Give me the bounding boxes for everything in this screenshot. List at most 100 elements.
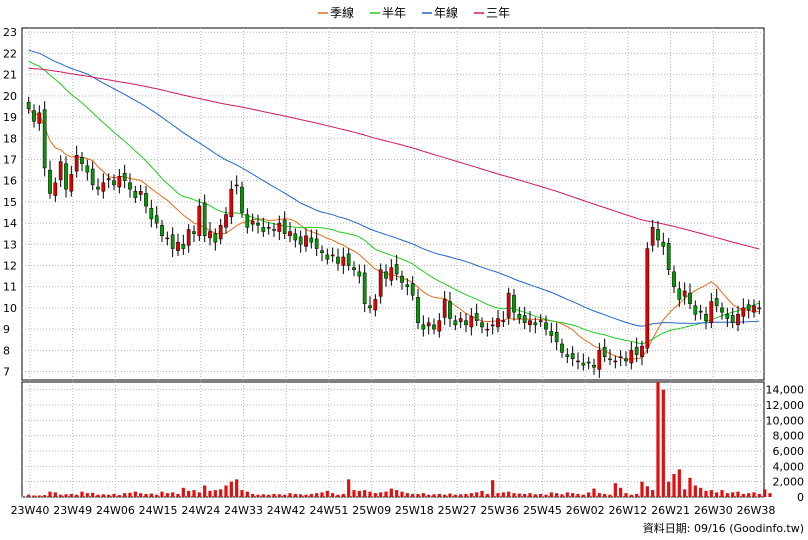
candle-body	[266, 227, 271, 229]
candle-body	[469, 316, 474, 328]
x-tick-label: 23W49	[53, 504, 92, 517]
price-tick-label: 10	[3, 302, 17, 315]
volume-bar	[219, 489, 223, 497]
candle-body	[58, 161, 63, 180]
volume-bar	[384, 491, 388, 497]
volume-bar	[48, 491, 52, 497]
candle-body	[608, 358, 612, 361]
volume-bar	[443, 494, 447, 497]
candle-body	[122, 173, 127, 181]
volume-tick-label: 2,000	[773, 476, 805, 489]
volume-bar	[288, 493, 292, 497]
candle-body	[538, 320, 543, 322]
x-axis: 23W40 23W49 24W06 24W15 24W24 24W33 24W42 24W51…	[11, 504, 776, 517]
volume-bar	[507, 491, 511, 497]
candle-body	[389, 267, 394, 281]
price-tick-label: 20	[3, 90, 17, 103]
candle-body	[53, 182, 58, 196]
x-tick-label: 25W45	[523, 504, 562, 517]
volume-bar	[405, 493, 409, 497]
candle-body	[101, 182, 106, 192]
volume-tick-label: 6,000	[773, 445, 805, 458]
candle-body	[176, 241, 180, 251]
legend-label: 三年	[486, 6, 510, 20]
candle-body	[208, 231, 212, 239]
candle-body	[170, 234, 175, 249]
candle-body	[560, 343, 564, 353]
candle-body	[677, 288, 682, 300]
candle-body	[357, 271, 362, 277]
candle-body	[346, 253, 351, 266]
volume-bar	[299, 494, 303, 497]
candle-body	[554, 332, 559, 343]
volume-bar	[421, 493, 425, 497]
volume-bar	[144, 493, 148, 497]
volume-bar	[581, 494, 585, 497]
volume-tick-label: 0	[797, 491, 804, 504]
candle-body	[298, 236, 303, 245]
volume-tick-label: 14,000	[766, 384, 805, 397]
volume-bar	[432, 494, 436, 497]
volume-bar	[352, 490, 356, 497]
volume-bar	[731, 492, 735, 497]
candle-body	[106, 178, 111, 180]
candle-body	[693, 305, 698, 315]
candle-body	[528, 320, 532, 326]
volume-bar	[549, 492, 553, 497]
candle-body	[426, 322, 431, 327]
candle-body	[725, 314, 730, 319]
volume-bar	[592, 488, 596, 497]
x-tick-label: 23W40	[11, 504, 50, 517]
candles	[26, 96, 762, 378]
volume-bar	[427, 494, 431, 497]
candle-body	[362, 272, 367, 304]
volume-bar	[485, 493, 489, 497]
candle-body	[197, 205, 202, 237]
volume-bar	[229, 481, 233, 497]
candle-body	[464, 320, 468, 326]
price-tick-label: 22	[3, 47, 17, 60]
candle-body	[384, 271, 388, 279]
volume-bar	[325, 490, 329, 497]
volume-bar	[37, 495, 41, 497]
candle-body	[672, 271, 676, 287]
candle-body	[293, 233, 298, 241]
candle-body	[96, 186, 100, 190]
volume-bar	[571, 493, 575, 497]
candle-body	[730, 315, 735, 323]
candle-body	[250, 220, 255, 225]
legend-label: 年線	[434, 5, 458, 20]
candle-body	[288, 231, 292, 237]
candle-body	[64, 163, 68, 190]
price-tick-label: 15	[3, 196, 17, 209]
volume-bar	[331, 493, 335, 497]
price-tick-label: 13	[3, 238, 17, 251]
candle-body	[368, 305, 372, 309]
candle-body	[400, 275, 404, 283]
volume-grid	[21, 381, 765, 498]
volume-bar	[160, 491, 164, 497]
volume-bar	[699, 487, 703, 497]
x-tick-label: 24W33	[224, 504, 263, 517]
volume-bar	[464, 493, 468, 497]
volume-bar	[555, 493, 559, 497]
volume-tick-label: 4,000	[773, 460, 805, 473]
volume-bar	[539, 493, 543, 497]
candle-body	[304, 235, 308, 247]
volume-bar	[587, 492, 591, 497]
volume-bar	[741, 493, 745, 497]
candle-body	[90, 168, 95, 186]
candle-body	[442, 299, 447, 318]
candle-body	[341, 256, 346, 266]
volume-bar	[693, 485, 697, 497]
volume-bar	[213, 490, 217, 497]
volume-bar	[155, 494, 159, 497]
volume-bar	[171, 492, 175, 497]
volume-bar	[181, 487, 185, 497]
candle-body	[256, 222, 260, 226]
volume-bars	[27, 382, 772, 497]
candle-body	[512, 294, 516, 313]
volume-bar	[69, 493, 73, 497]
year-ma-line	[28, 49, 760, 327]
